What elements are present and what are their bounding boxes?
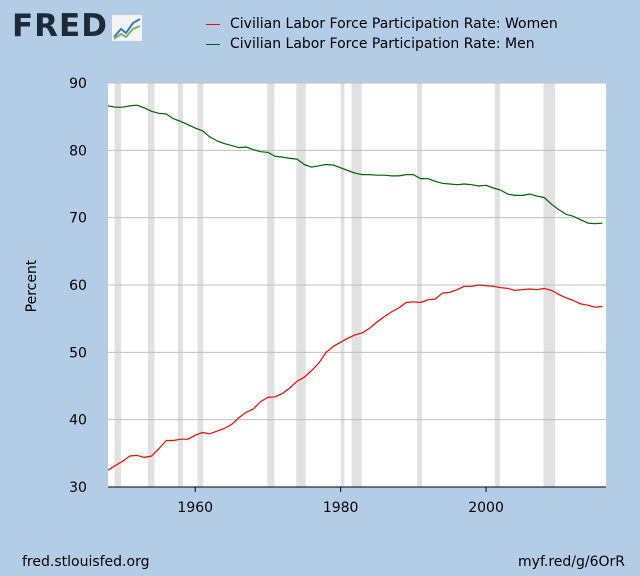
legend-item-men[interactable]: Civilian Labor Force Participation Rate:… <box>206 34 558 54</box>
fred-logo-text: FRED <box>12 8 108 44</box>
legend-label-men: Civilian Labor Force Participation Rate:… <box>230 36 535 52</box>
y-tick-label-90: 90 <box>69 76 87 92</box>
y-tick-label-50: 50 <box>69 345 87 361</box>
legend-item-women[interactable]: Civilian Labor Force Participation Rate:… <box>206 14 558 34</box>
source-link[interactable]: fred.stlouisfed.org <box>22 554 150 570</box>
legend-label-women: Civilian Labor Force Participation Rate:… <box>230 16 558 32</box>
x-tick-label-1960: 1960 <box>177 500 213 516</box>
x-tick-label-1980: 1980 <box>323 500 359 516</box>
x-tick-label-2000: 2000 <box>468 500 504 516</box>
y-tick-label-80: 80 <box>69 143 87 159</box>
fred-logo[interactable]: FRED <box>12 6 142 46</box>
y-tick-label-60: 60 <box>69 278 87 294</box>
y-tick-label-30: 30 <box>69 480 87 496</box>
chart-legend: Civilian Labor Force Participation Rate:… <box>206 14 558 54</box>
series-line-men <box>107 104 603 225</box>
y-axis-title: Percent <box>24 259 40 312</box>
y-tick-label-70: 70 <box>69 211 87 227</box>
legend-swatch-men <box>206 43 220 45</box>
short-link[interactable]: myf.red/g/6OrR <box>518 554 625 570</box>
y-tick-label-40: 40 <box>69 413 87 429</box>
line-chart-icon <box>111 15 142 41</box>
legend-swatch-women <box>206 23 220 25</box>
series-line-women <box>107 284 603 471</box>
